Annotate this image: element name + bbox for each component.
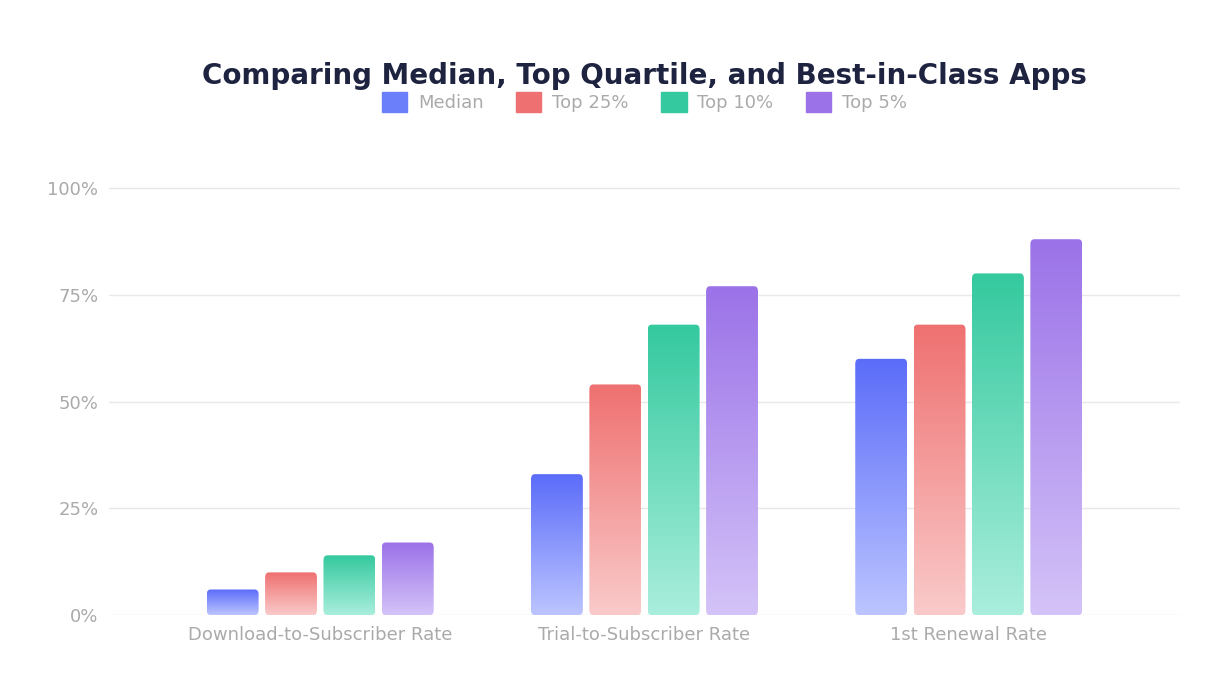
Title: Comparing Median, Top Quartile, and Best-in-Class Apps: Comparing Median, Top Quartile, and Best…: [202, 62, 1087, 90]
Legend: Median, Top 25%, Top 10%, Top 5%: Median, Top 25%, Top 10%, Top 5%: [375, 85, 914, 120]
